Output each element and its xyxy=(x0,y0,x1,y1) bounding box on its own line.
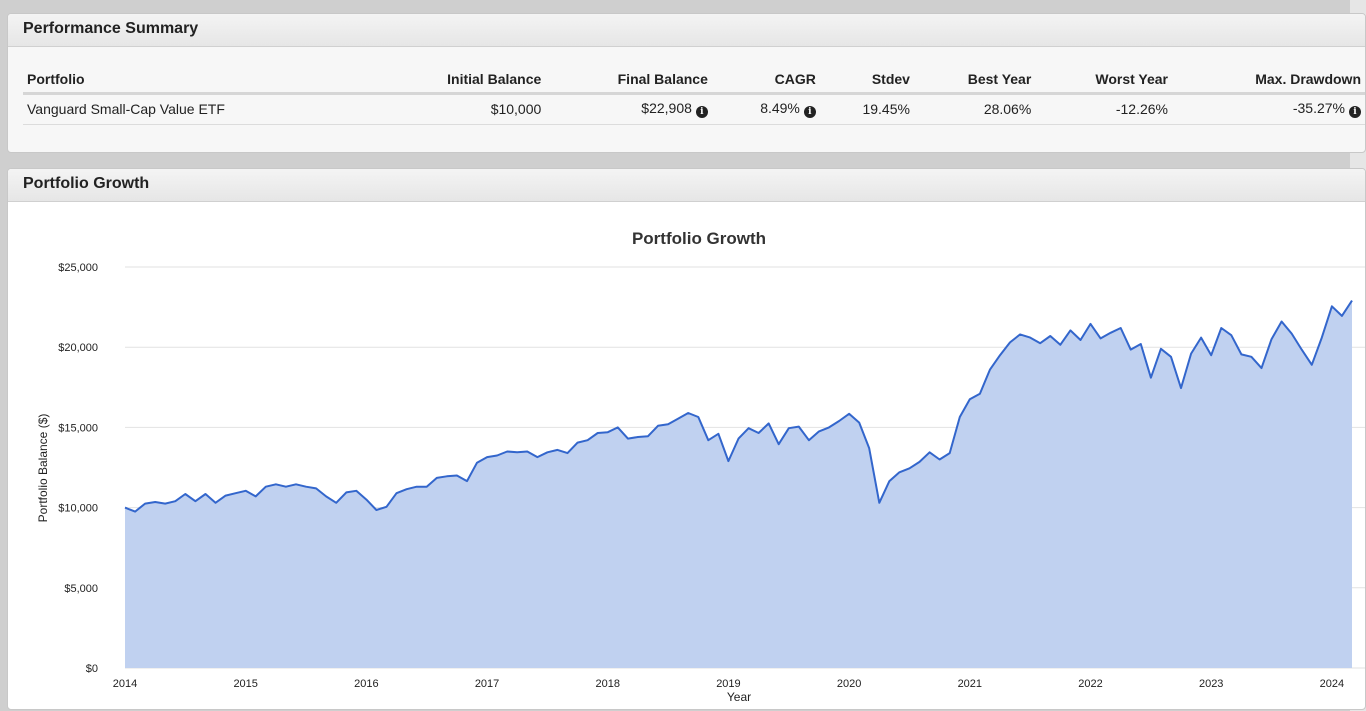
column-header-stdev: Stdev xyxy=(819,66,914,95)
cagr-value: 8.49% xyxy=(760,100,800,116)
x-tick-label: 2019 xyxy=(716,678,740,690)
x-tick-label: 2020 xyxy=(837,678,861,690)
cell-cagr: 8.49% i xyxy=(711,93,820,125)
max-drawdown-value: -35.27% xyxy=(1292,100,1345,116)
x-axis-label: Year xyxy=(727,690,751,704)
portfolio-growth-title: Portfolio Growth xyxy=(8,169,1365,202)
y-tick-label: $25,000 xyxy=(58,262,98,274)
cell-final-balance: $22,908 i xyxy=(545,93,712,125)
cell-max-drawdown: -35.27% i xyxy=(1172,93,1365,125)
cell-worst-year: -12.26% xyxy=(1035,93,1173,125)
column-header-max-drawdown: Max. Drawdown xyxy=(1172,66,1365,95)
column-header-initial-balance: Initial Balance xyxy=(372,66,546,95)
performance-summary-table: Portfolio Initial Balance Final Balance … xyxy=(23,66,1365,125)
chart-title: Portfolio Growth xyxy=(632,229,766,248)
performance-summary-panel: Performance Summary Portfolio Initial Ba… xyxy=(7,13,1366,153)
cell-best-year: 28.06% xyxy=(913,93,1036,125)
y-axis-ticks: $0 $5,000 $10,000 $15,000 $20,000 $25,000 xyxy=(58,262,98,675)
x-tick-label: 2016 xyxy=(354,678,378,690)
x-tick-label: 2023 xyxy=(1199,678,1223,690)
info-circle-icon[interactable]: i xyxy=(1349,106,1361,118)
y-tick-label: $15,000 xyxy=(58,422,98,434)
table-row: Vanguard Small-Cap Value ETF $10,000 $22… xyxy=(23,93,1365,125)
x-tick-label: 2015 xyxy=(233,678,257,690)
y-tick-label: $10,000 xyxy=(58,503,98,515)
portfolio-growth-panel: Portfolio Growth Portfolio Growth $0 $5,0… xyxy=(7,168,1366,710)
x-tick-label: 2024 xyxy=(1320,678,1344,690)
x-tick-label: 2021 xyxy=(958,678,982,690)
cell-initial-balance: $10,000 xyxy=(372,93,546,125)
info-circle-icon[interactable]: i xyxy=(803,106,816,118)
x-tick-label: 2022 xyxy=(1078,678,1102,690)
column-header-best-year: Best Year xyxy=(913,66,1036,95)
portfolio-growth-chart: Portfolio Growth $0$5,000$10,000$15,000$… xyxy=(36,229,1365,704)
y-axis-label: Portfolio Balance ($) xyxy=(36,414,50,523)
y-tick-label: $5,000 xyxy=(64,583,98,595)
column-header-cagr: CAGR xyxy=(711,66,820,95)
x-tick-label: 2014 xyxy=(113,678,137,690)
cell-portfolio: Vanguard Small-Cap Value ETF xyxy=(23,93,373,125)
series-line xyxy=(124,300,1353,513)
x-tick-label: 2018 xyxy=(596,678,620,690)
table-header-row: Portfolio Initial Balance Final Balance … xyxy=(23,66,1365,95)
performance-summary-title: Performance Summary xyxy=(8,14,1365,47)
final-balance-value: $22,908 xyxy=(641,100,692,116)
cell-stdev: 19.45% xyxy=(819,93,914,125)
column-header-worst-year: Worst Year xyxy=(1035,66,1173,95)
y-tick-label: $20,000 xyxy=(58,342,98,354)
info-circle-icon[interactable]: i xyxy=(695,106,708,118)
x-axis-ticks: 2014 2015 2016 2017 2018 2019 2020 2021 2022 2023… xyxy=(113,678,1344,690)
column-header-portfolio: Portfolio xyxy=(23,66,373,95)
y-tick-label: $0 xyxy=(86,663,98,675)
x-tick-label: 2017 xyxy=(475,678,499,690)
series-area-fill xyxy=(125,300,1352,668)
column-header-final-balance: Final Balance xyxy=(545,66,712,95)
